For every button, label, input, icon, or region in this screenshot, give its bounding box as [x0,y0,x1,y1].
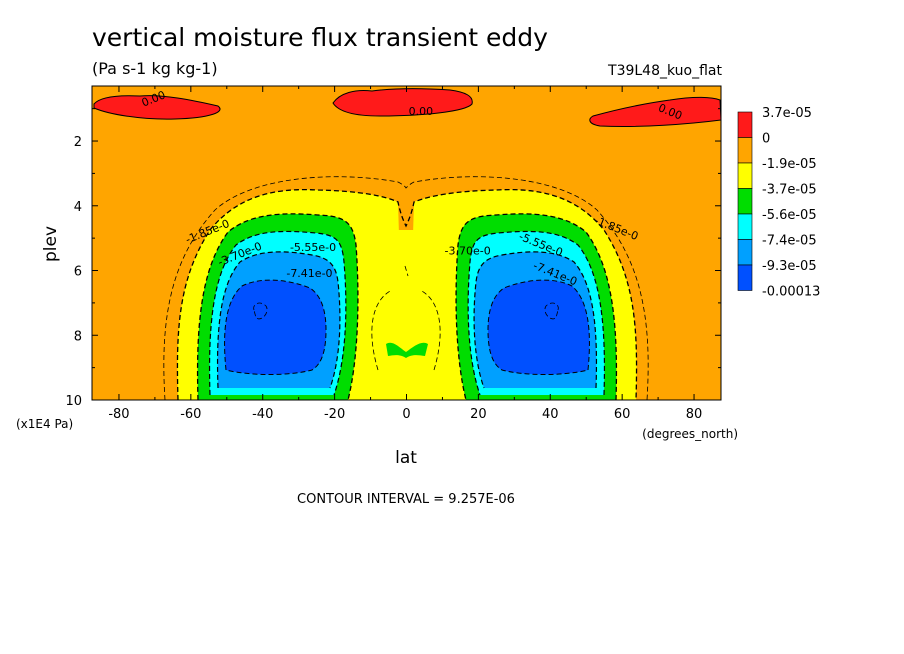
contour-neg7.41e-05-south [216,251,341,389]
positive-region-south [93,95,221,120]
colorbar-label: -1.9e-05 [762,157,817,172]
x-tick-label: 60 [614,407,631,422]
y-tick-label: 2 [74,135,82,150]
colorbar-label: -9.3e-05 [762,259,817,274]
contour-outer-1 [163,176,649,400]
y-axis-label: plev [41,226,61,262]
yellow-region-equator [370,230,444,400]
colorbar-label: -7.4e-05 [762,234,817,249]
x-axis-label: lat [395,448,417,468]
x-axis-unit: (degrees_north) [642,427,738,441]
x-tick-label: -40 [252,407,273,422]
y-tick-label: 4 [74,200,82,215]
x-tick-label: 20 [470,407,487,422]
contour-neg3.70e-05-south [196,213,359,400]
colorbar: 3.7e-05 0 -1.9e-05 -3.7e-05 -5.6e-05 -7.4e-05… [737,106,820,300]
contour-interval: CONTOUR INTERVAL = 9.257E-06 [297,492,515,507]
x-tick-label: -60 [180,407,201,422]
positive-region-equator [332,88,473,117]
run-id-label: T39L48_kuo_flat [607,63,722,79]
contour-neg5.55e-05-north [467,230,606,396]
x-tick-label: 80 [686,407,703,422]
y-tick-label: 6 [74,265,82,280]
y-axis-unit: (x1E4 Pa) [16,417,73,431]
blue-core-south [224,280,326,375]
contour-lines [163,176,649,400]
contour-neg7.41e-05-north [473,251,598,389]
contour-neg5.55e-05-south [208,230,347,396]
contour-core-south [253,302,268,320]
contour-label: -3.70e-0 [445,244,491,257]
chart-title: vertical moisture flux transient eddy [92,23,548,52]
contour-neg9.26e-05-north [487,279,590,375]
contour-label: -5.55e-0 [290,241,336,254]
contour-neg1.85e-05 [176,189,638,400]
colorbar-label: 0 [762,132,770,147]
y-tick-label: 8 [74,329,82,344]
colorbar-swatch [737,137,753,164]
units-subtitle: (Pa s-1 kg kg-1) [92,59,218,78]
colorbar-label: -3.7e-05 [762,183,817,198]
plot-area: 0.000.00 0.00-1.85e-0-3.70e-0 -5.55e-0-7.4… [92,86,721,400]
colorbar-label: 3.7e-05 [762,106,812,121]
y-tick-label: 10 [65,394,82,409]
equatorial-notch [398,202,414,226]
green-blob-equator [386,342,428,358]
colorbar-swatch [737,188,753,215]
colorbar-swatch [737,162,753,189]
colorbar-label: -0.00013 [762,285,820,300]
contour-inner-equator-south [371,289,393,371]
colorbar-swatch [737,111,753,138]
x-tick-label: 0 [402,407,410,422]
contour-inner-equator-north [419,289,441,371]
x-tick-label: 40 [542,407,559,422]
contour-neg3.70e-05-north [455,213,618,400]
colorbar-swatch [737,239,753,266]
colorbar-swatch [737,264,753,291]
contour-core-north [544,302,559,320]
contour-neg9.26e-05-south [224,279,327,375]
x-tick-label: -80 [108,407,129,422]
colorbar-label: -5.6e-05 [762,208,817,223]
colorbar-swatch [737,213,753,240]
x-tick-label: -20 [324,407,345,422]
contour-label: 0.00 [409,105,434,118]
axes: -80 -60 -40 -20 0 20 40 60 80 2 4 6 8 10 [65,86,721,422]
blue-core-north [488,280,590,375]
contour-equator-tick [404,265,409,277]
contour-label: -7.41e-0 [286,267,332,280]
